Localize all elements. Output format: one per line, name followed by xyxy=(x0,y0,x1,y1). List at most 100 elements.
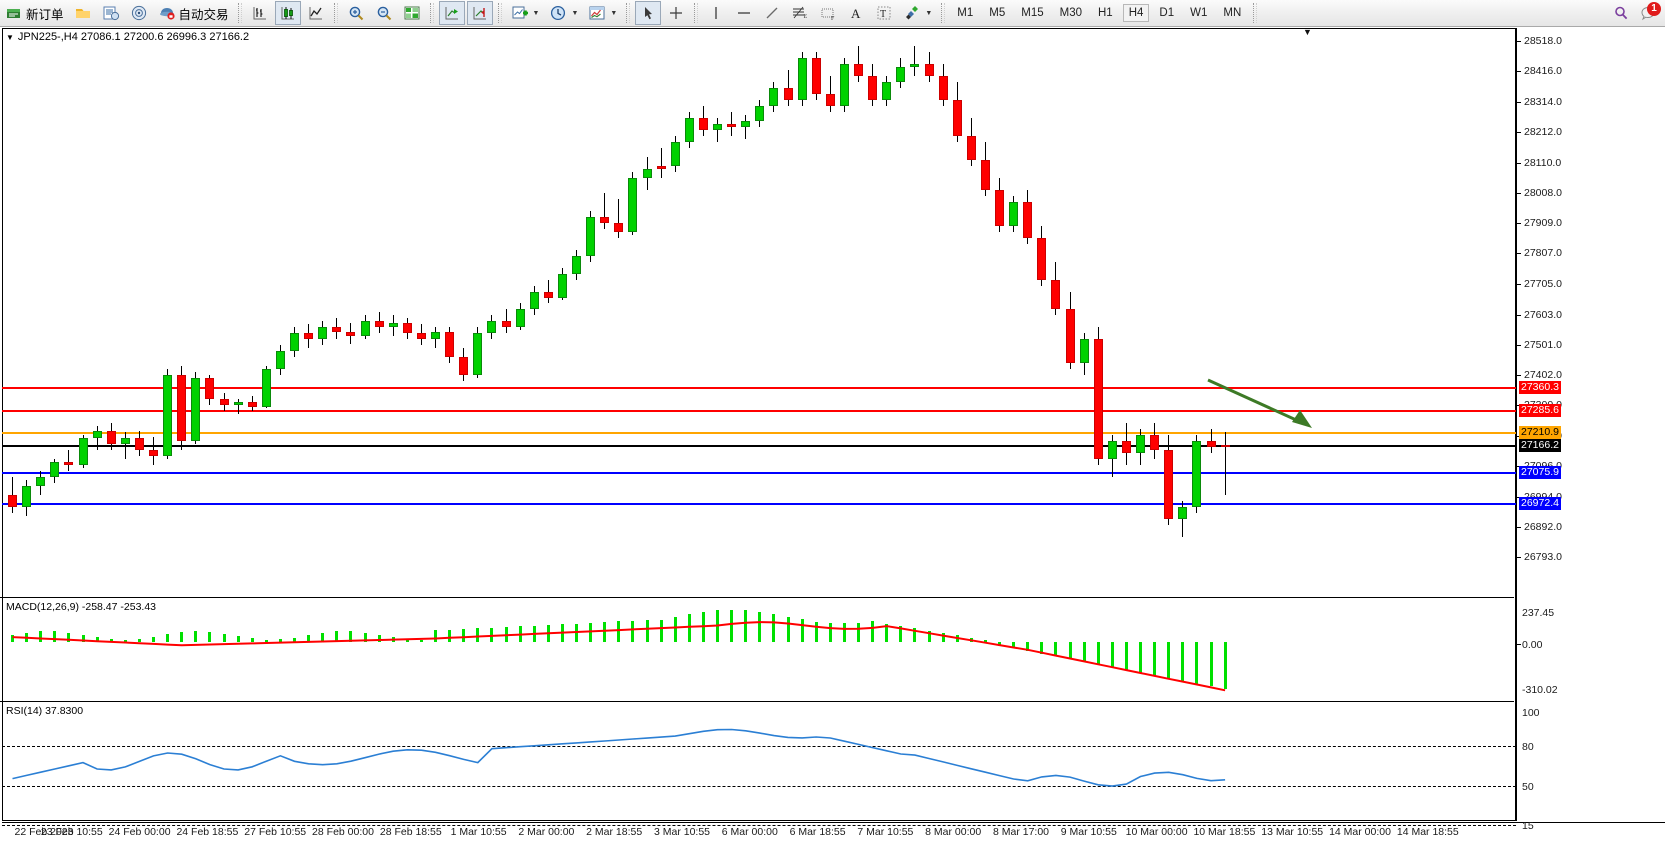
text-icon: A xyxy=(847,4,865,22)
template-icon xyxy=(588,4,606,22)
candle-body xyxy=(896,66,906,82)
chart-symbol-label: ▼ JPN225-,H4 27086.1 27200.6 26996.3 271… xyxy=(6,31,250,43)
time-axis-label: 9 Mar 10:55 xyxy=(1060,826,1117,838)
price-tick-mark xyxy=(1517,193,1521,195)
candle-wick xyxy=(124,432,126,460)
candle-wick xyxy=(12,477,13,514)
timeframe-m30[interactable]: M30 xyxy=(1059,7,1082,19)
price-level-badge[interactable]: 27166.2 xyxy=(1519,439,1561,453)
price-tick-mark xyxy=(1517,162,1521,164)
timeframe-m5[interactable]: M5 xyxy=(989,7,1006,19)
market-watch-button[interactable] xyxy=(70,1,96,25)
candle-body xyxy=(882,81,892,100)
timeframe-h1[interactable]: H1 xyxy=(1098,7,1113,19)
macd-histogram-bar xyxy=(166,634,170,643)
templates-button[interactable]: ▼ xyxy=(584,1,621,25)
macd-histogram-bar xyxy=(152,636,155,643)
price-level-line[interactable] xyxy=(2,387,1516,390)
vertical-line-button[interactable] xyxy=(703,1,729,25)
chart-grid-button[interactable] xyxy=(399,1,425,25)
candle-wick xyxy=(1210,429,1212,454)
candle-body xyxy=(614,222,624,232)
chart-area[interactable]: ▼ JPN225-,H4 27086.1 27200.6 26996.3 271… xyxy=(0,27,1665,843)
macd-histogram-bar xyxy=(814,621,818,643)
macd-histogram-bar xyxy=(589,622,593,643)
price-tick-label: 26994.0 xyxy=(1524,492,1562,503)
autotrade-button[interactable]: 自动交易 xyxy=(154,1,233,25)
notification-bubble-icon[interactable]: 1 xyxy=(1640,2,1661,22)
cursor-button[interactable] xyxy=(635,1,662,25)
price-level-badge[interactable]: 27210.9 xyxy=(1519,425,1561,439)
chevron-down-icon[interactable]: ▼ xyxy=(610,9,618,17)
price-tick-mark xyxy=(1517,345,1521,347)
candle-wick xyxy=(660,147,662,178)
price-tick-label: 28110.0 xyxy=(1524,156,1562,169)
zoom-in-button[interactable] xyxy=(343,1,369,25)
horizontal-line-button[interactable] xyxy=(731,1,757,25)
chart-collapse-icon[interactable]: ▼ xyxy=(6,32,14,42)
channel-icon-button[interactable]: F xyxy=(815,1,841,25)
timeframe-mn[interactable]: MN xyxy=(1223,7,1242,19)
indicators-button[interactable]: ▼ xyxy=(507,1,544,25)
chart-shift-button[interactable] xyxy=(466,1,493,25)
new-order-button[interactable]: 新订单 xyxy=(1,1,68,25)
toolbar-separator xyxy=(941,3,946,23)
price-level-badge[interactable]: 27360.3 xyxy=(1519,381,1561,395)
text-button[interactable]: A xyxy=(843,1,869,25)
macd-histogram-bar xyxy=(349,631,353,643)
toolbar-separator xyxy=(626,3,631,23)
candle-body xyxy=(1164,450,1174,520)
time-axis-label: 14 Mar 00:00 xyxy=(1329,826,1391,838)
price-level-line[interactable] xyxy=(2,431,1516,434)
text-label-button[interactable]: T xyxy=(871,1,897,25)
candle-body xyxy=(727,123,737,127)
price-level-badge[interactable]: 26972.4 xyxy=(1519,497,1561,511)
chart-scroll-marker[interactable]: ▼ xyxy=(1303,27,1312,37)
navigator-button[interactable] xyxy=(126,1,152,25)
bar-chart-button[interactable] xyxy=(247,1,273,25)
search-button[interactable] xyxy=(1608,1,1634,25)
price-tick-mark xyxy=(1517,374,1521,376)
price-level-line[interactable] xyxy=(2,445,1516,448)
trendline-button[interactable] xyxy=(759,1,785,25)
price-level-line[interactable] xyxy=(2,503,1516,506)
candle-wick xyxy=(604,192,606,229)
chevron-down-icon[interactable]: ▼ xyxy=(571,9,579,17)
timeframe-d1[interactable]: D1 xyxy=(1159,7,1175,19)
timeframe-h4[interactable]: H4 xyxy=(1122,4,1150,22)
auto-scroll-button[interactable] xyxy=(438,1,465,25)
candle-body xyxy=(938,75,948,100)
timeframe-m1[interactable]: M1 xyxy=(957,7,974,19)
objects-icon xyxy=(903,4,921,22)
candlestick-series xyxy=(2,28,1516,573)
candlestick-chart-button[interactable] xyxy=(274,1,301,25)
candle-body xyxy=(163,375,173,457)
timeframe-m15[interactable]: M15 xyxy=(1021,7,1044,19)
candle-body xyxy=(966,135,976,160)
macd-signal-path xyxy=(12,621,1226,692)
candle-wick xyxy=(1182,501,1184,538)
objects-button[interactable]: ▼ xyxy=(899,1,936,25)
price-level-badge[interactable]: 27285.6 xyxy=(1519,403,1561,417)
notifications-button[interactable]: 1 xyxy=(1636,1,1664,25)
chevron-down-icon[interactable]: ▼ xyxy=(925,9,933,17)
line-chart-button[interactable] xyxy=(303,1,329,25)
crosshair-button[interactable] xyxy=(663,1,689,25)
candle-wick xyxy=(829,75,831,112)
candle-body xyxy=(1136,435,1145,454)
candle-body xyxy=(501,321,511,328)
fibonacci-button[interactable]: E xyxy=(787,1,813,25)
down-arrow-annotation[interactable] xyxy=(1200,372,1330,442)
data-window-button[interactable] xyxy=(98,1,124,25)
price-tick-label: 28008.0 xyxy=(1524,187,1562,200)
timeframe-w1[interactable]: W1 xyxy=(1190,7,1208,19)
time-axis-label: 2 Mar 00:00 xyxy=(518,826,575,838)
periods-button[interactable]: ▼ xyxy=(545,1,582,25)
price-level-line[interactable] xyxy=(2,472,1516,475)
chevron-down-icon[interactable]: ▼ xyxy=(532,9,540,17)
price-level-line[interactable] xyxy=(2,409,1516,412)
macd-histogram-bar xyxy=(307,635,311,643)
zoom-out-button[interactable] xyxy=(371,1,397,25)
time-axis-label: 24 Feb 00:00 xyxy=(108,826,171,838)
price-level-badge[interactable]: 27075.9 xyxy=(1519,466,1561,480)
